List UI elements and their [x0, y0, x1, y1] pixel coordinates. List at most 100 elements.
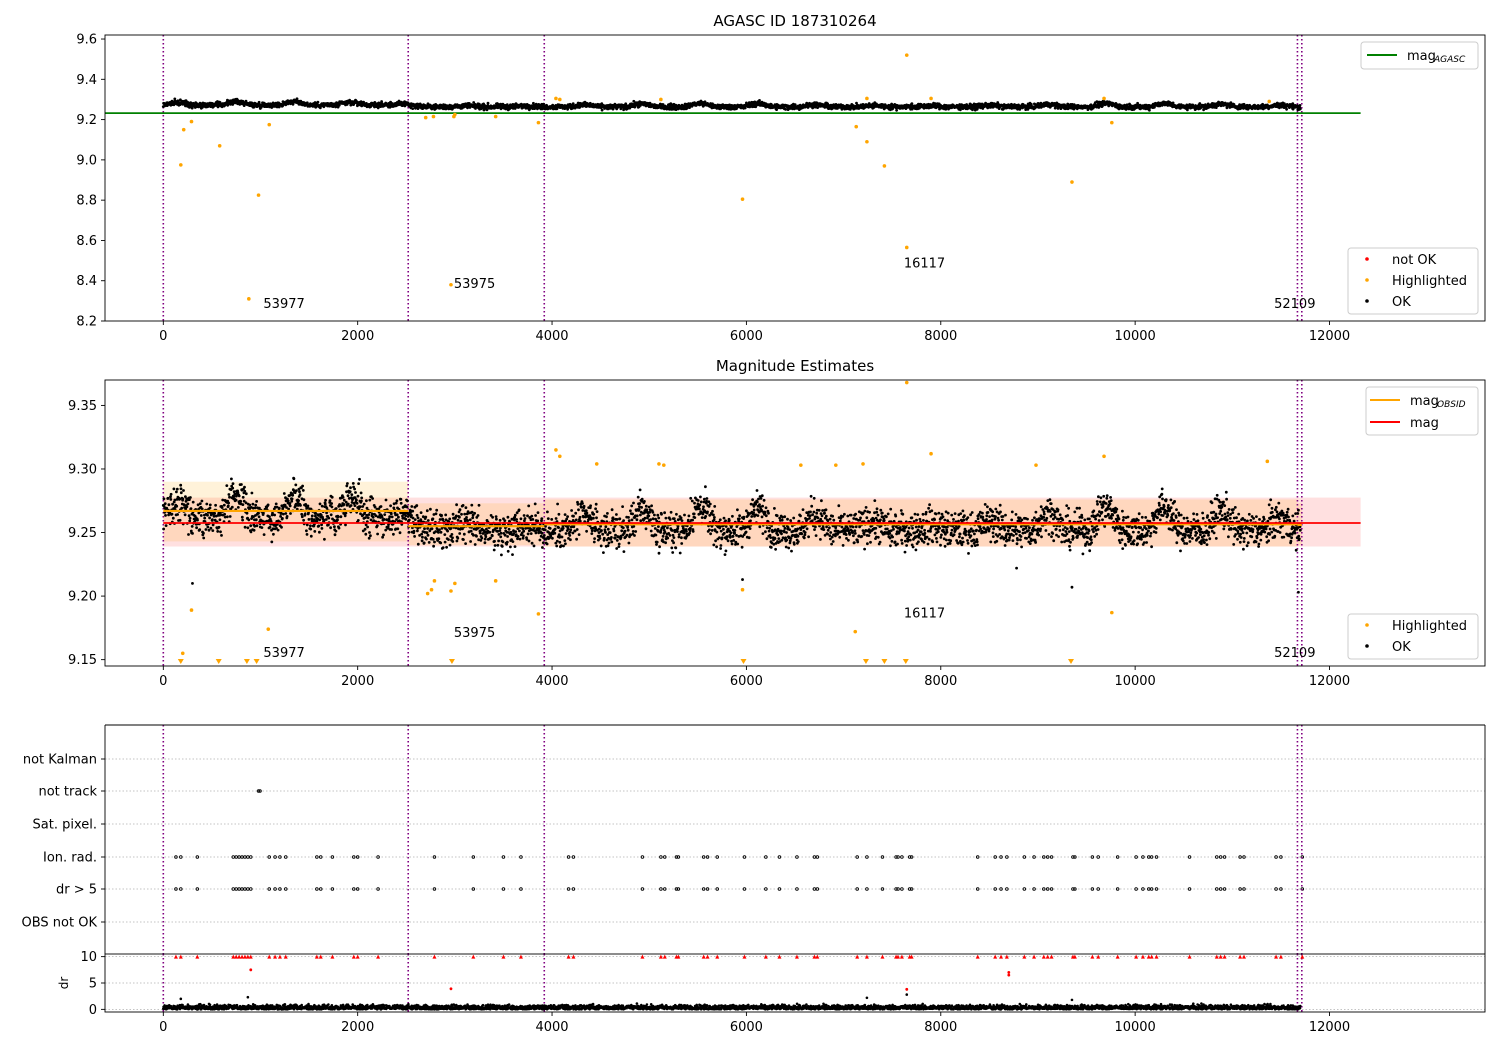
p1-y-tick-label: 8.8 [76, 194, 97, 209]
p2-ok-point [182, 489, 185, 492]
p1-ok-point [1285, 107, 1288, 111]
p2-ok-point [305, 523, 309, 527]
p2-ok-point [349, 486, 352, 490]
p2-ok-point [260, 526, 264, 529]
p2-ok-point [220, 534, 223, 537]
p1-highlighted-point [536, 120, 541, 125]
p2-ok-point [345, 484, 349, 488]
p2-ok-point [448, 543, 452, 547]
p2-ok-point [245, 511, 249, 515]
p2-ok-point [305, 529, 308, 533]
p2-ok-point [181, 497, 185, 501]
p2-ok-point [202, 531, 205, 535]
p2-ok-point [247, 518, 251, 522]
p2-ok-point [281, 517, 284, 520]
p2-ok-point [426, 533, 430, 537]
p2-ok-point [451, 540, 455, 543]
p2-ok-point [536, 511, 540, 514]
p2-ok-point [438, 518, 442, 521]
p2-ok-point [301, 484, 304, 488]
p2-ok-point [492, 548, 496, 552]
p2-ok-point [499, 535, 503, 539]
p2-ok-point [493, 539, 496, 543]
p2-ok-point [462, 532, 466, 536]
p2-ok-point [336, 515, 340, 519]
p2-ok-point [468, 518, 472, 522]
p2-ok-point [239, 500, 243, 503]
p2-ok-point [213, 512, 217, 515]
p2-ok-point [458, 532, 462, 535]
p2-ok-point [290, 497, 294, 501]
p2-ok-point [211, 518, 214, 522]
p2-ok-point [189, 507, 193, 510]
p2-ok-point [228, 495, 231, 499]
p2-ok-point [429, 507, 432, 511]
p1-ok-point [369, 105, 373, 108]
p2-ok-point [358, 505, 362, 509]
p1-highlighted-point [904, 245, 909, 250]
p2-ok-point [202, 536, 206, 540]
p2-ok-point [361, 505, 365, 508]
panel-magnitude-estimates: Magnitude Estimates 53977539751611752109… [68, 357, 1486, 689]
p2-ok-point [230, 505, 234, 509]
p2-ok-point [356, 494, 360, 498]
p2-ok-point [225, 484, 229, 487]
p2-ok-point [330, 505, 334, 509]
p2-ok-point [206, 525, 210, 529]
p2-ok-point [360, 499, 363, 503]
p2-ok-point [472, 533, 475, 537]
p1-legend-status-swatch [1365, 299, 1369, 303]
p2-ok-point [368, 531, 371, 534]
p2-ok-point [323, 502, 327, 506]
p2-ok-point [424, 515, 428, 519]
p2-ok-point [176, 513, 180, 516]
p2-ok-point [270, 540, 274, 544]
p2-ok-point [404, 517, 408, 521]
p1-ok-point [1148, 108, 1151, 112]
p2-ok-point [392, 532, 395, 536]
p2-ok-point [346, 502, 350, 506]
p2-ok-point [447, 538, 450, 541]
p2-ok-point [431, 537, 435, 541]
p2-ok-point [191, 500, 195, 504]
p2-ok-point [477, 503, 481, 507]
p2-ok-point [473, 511, 476, 515]
p2-ok-point [505, 540, 509, 544]
p2-ok-point [318, 518, 322, 522]
p1-highlighted-point [740, 197, 745, 201]
p2-ok-point [298, 493, 302, 496]
p2-ok-point [456, 518, 460, 522]
p2-ok-point [421, 535, 424, 539]
p1-obsid-label: 53975 [454, 277, 495, 292]
p2-ok-point [286, 499, 290, 503]
p1-highlighted-point [453, 112, 457, 117]
p2-ok-point [342, 503, 346, 506]
p2-ok-point [344, 511, 348, 515]
p2-ok-point [216, 530, 220, 533]
p2-ok-point [164, 524, 168, 527]
p2-ok-point [441, 546, 445, 549]
p2-ok-point [518, 537, 522, 541]
p2-ok-point [227, 501, 231, 505]
p2-ok-point [162, 497, 166, 501]
p1-ok-point [316, 100, 320, 104]
p2-ok-point [430, 527, 434, 531]
p2-ok-point [534, 514, 537, 517]
p2-ok-point [169, 495, 172, 499]
p1-y-tick-label: 9.6 [76, 33, 97, 48]
p2-ok-point [521, 536, 525, 540]
p2-ok-point [185, 505, 189, 509]
p2-ok-point [543, 528, 547, 532]
p2-ok-point [243, 489, 247, 493]
p1-ok-point [600, 108, 604, 112]
p2-ok-point [532, 544, 536, 548]
p2-ok-point [288, 504, 292, 508]
p2-ok-point [426, 527, 429, 530]
p2-ok-point [533, 502, 537, 506]
p2-ok-point [523, 517, 527, 520]
p1-highlighted-point [1110, 120, 1114, 125]
p2-ok-point [327, 516, 331, 520]
p2-ok-point [249, 524, 253, 528]
p2-ok-point [365, 499, 368, 503]
p2-ok-point [274, 502, 278, 506]
